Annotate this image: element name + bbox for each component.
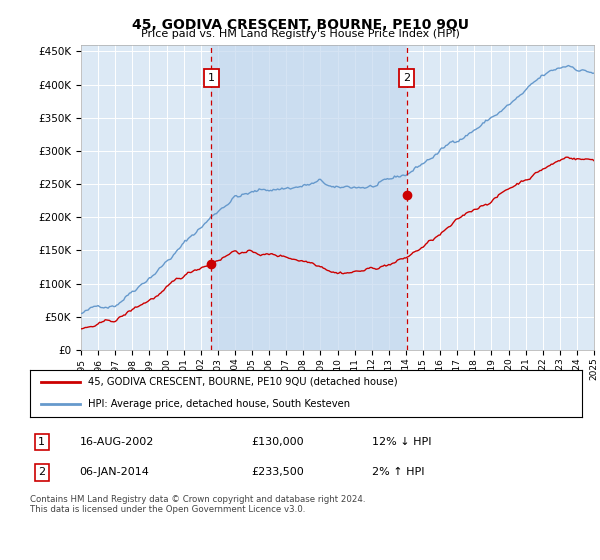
Text: 1: 1: [208, 73, 215, 83]
Text: £233,500: £233,500: [251, 467, 304, 477]
Text: 2: 2: [403, 73, 410, 83]
Text: HPI: Average price, detached house, South Kesteven: HPI: Average price, detached house, Sout…: [88, 399, 350, 409]
Text: 16-AUG-2002: 16-AUG-2002: [80, 437, 154, 447]
Text: 2% ↑ HPI: 2% ↑ HPI: [372, 467, 425, 477]
Text: 12% ↓ HPI: 12% ↓ HPI: [372, 437, 432, 447]
Text: Price paid vs. HM Land Registry's House Price Index (HPI): Price paid vs. HM Land Registry's House …: [140, 29, 460, 39]
Text: £130,000: £130,000: [251, 437, 304, 447]
Bar: [211, 45, 407, 350]
Text: Contains HM Land Registry data © Crown copyright and database right 2024.
This d: Contains HM Land Registry data © Crown c…: [30, 494, 365, 514]
Text: 2: 2: [38, 467, 46, 477]
Text: 1: 1: [38, 437, 45, 447]
Text: 45, GODIVA CRESCENT, BOURNE, PE10 9QU: 45, GODIVA CRESCENT, BOURNE, PE10 9QU: [131, 18, 469, 32]
Text: 06-JAN-2014: 06-JAN-2014: [80, 467, 149, 477]
Text: 45, GODIVA CRESCENT, BOURNE, PE10 9QU (detached house): 45, GODIVA CRESCENT, BOURNE, PE10 9QU (d…: [88, 376, 398, 386]
